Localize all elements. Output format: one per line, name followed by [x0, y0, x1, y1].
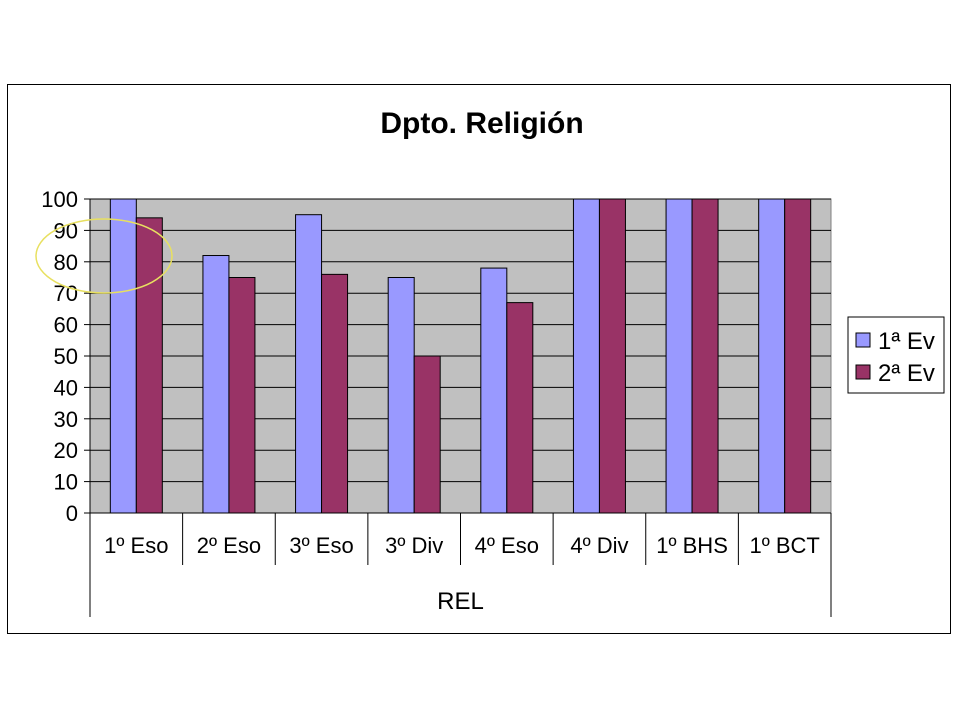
bar-2: [784, 198, 812, 514]
legend-swatch: [855, 364, 871, 380]
legend-label: 1ª Ev: [878, 328, 935, 355]
bar-2: [135, 217, 163, 514]
x-category-label: 1º Eso: [104, 533, 168, 558]
x-category-label: 3º Div: [385, 533, 443, 558]
bar-1: [572, 198, 600, 514]
bar-2: [506, 302, 534, 514]
y-tick-label: 20: [54, 438, 78, 463]
bar-2: [691, 198, 719, 514]
x-category-label: 2º Eso: [197, 533, 261, 558]
y-tick-label: 50: [54, 344, 78, 369]
chart-title: Dpto. Religión: [380, 107, 583, 140]
bar-1: [295, 214, 323, 514]
annotation-ellipse: [35, 218, 173, 294]
bar-1: [202, 255, 230, 514]
chart-frame: Dpto. Religión 0 10 20 30 40 50 60 70 80 90 100 1º …: [7, 84, 951, 634]
bar-1: [480, 267, 508, 514]
bar-1: [109, 198, 137, 514]
bar-2: [413, 355, 441, 514]
y-tick-label: 100: [41, 187, 78, 212]
x-group-label: REL: [437, 588, 484, 615]
bar-1: [758, 198, 786, 514]
bar-1: [665, 198, 693, 514]
bar-chart: Dpto. Religión 01020304050607080901001º …: [35, 107, 945, 617]
y-tick-label: 30: [54, 407, 78, 432]
y-tick-label: 10: [54, 470, 78, 495]
legend-box: [847, 316, 945, 394]
x-category-label: 4º Div: [570, 533, 628, 558]
x-category-label: 1º BCT: [749, 533, 819, 558]
bar-1: [387, 277, 415, 514]
y-tick-label: 60: [54, 313, 78, 338]
legend-label: 2ª Ev: [878, 360, 935, 387]
bar-2: [228, 277, 256, 514]
y-tick-label: 80: [54, 250, 78, 275]
bar-2: [321, 273, 349, 514]
x-category-label: 3º Eso: [289, 533, 353, 558]
legend-swatch: [855, 332, 871, 348]
x-category-label: 1º BHS: [656, 533, 728, 558]
y-tick-label: 0: [66, 501, 78, 526]
y-tick-label: 40: [54, 375, 78, 400]
bar-2: [598, 198, 626, 514]
x-category-label: 4º Eso: [475, 533, 539, 558]
y-tick-label: 70: [54, 281, 78, 306]
